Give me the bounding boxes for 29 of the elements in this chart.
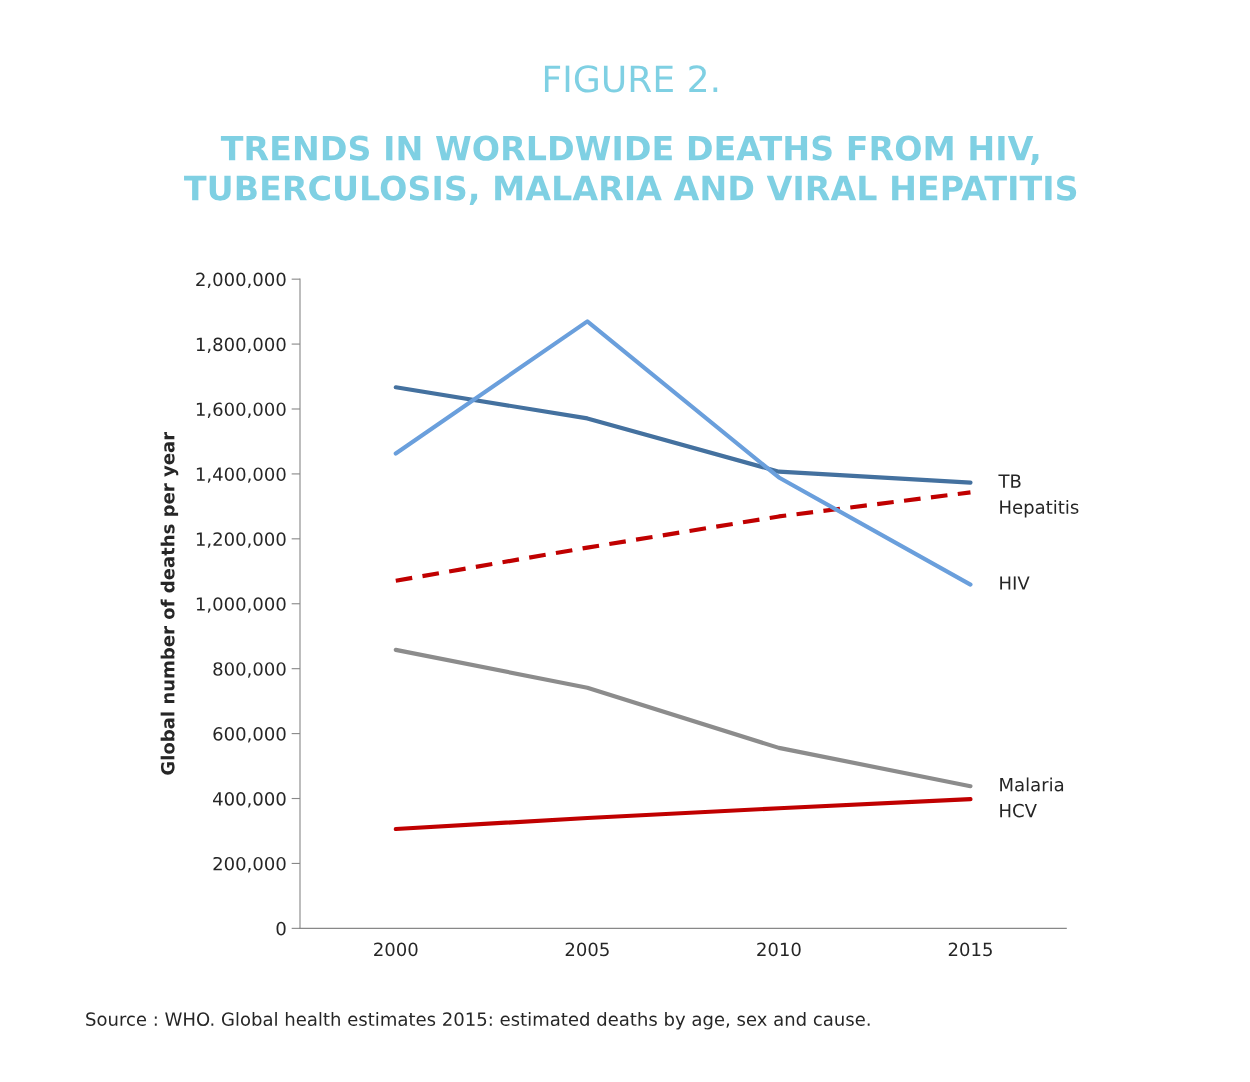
line-series bbox=[393, 797, 973, 832]
y-tick-label: 1,200,000 bbox=[196, 532, 286, 548]
y-tick-label: 400,000 bbox=[213, 791, 286, 808]
y-tick-label: 2,000,000 bbox=[196, 272, 286, 289]
chart-subtitle: TRENDS IN WORLDWIDE DEATHS FROM HIV, TUBERCULOSIS, MALARIA AND VIRAL HEPATITIS bbox=[184, 135, 1077, 205]
line-series bbox=[393, 319, 973, 587]
y-tick-label: 1,400,000 bbox=[196, 467, 286, 483]
line-series bbox=[393, 647, 973, 789]
series-label: Hepatitis bbox=[1000, 499, 1079, 518]
line-series bbox=[393, 490, 973, 583]
x-tick-label: 2010 bbox=[757, 942, 801, 957]
x-tick-label: 2000 bbox=[374, 942, 418, 957]
y-tick-label: 800,000 bbox=[213, 662, 286, 678]
line-series bbox=[393, 385, 973, 485]
series-label: TB bbox=[998, 474, 1021, 488]
series-label: HIV bbox=[1000, 576, 1030, 590]
series-label: HCV bbox=[1000, 803, 1037, 818]
y-tick-label: 200,000 bbox=[213, 856, 286, 873]
source-note: Source : WHO. Global health estimates 2015: estimated deaths by age, sex and cause. bbox=[86, 1012, 870, 1030]
x-tick-label: 2015 bbox=[948, 942, 992, 957]
chart-title: FIGURE 2. bbox=[544, 65, 718, 93]
y-tick-label: 1,800,000 bbox=[196, 337, 286, 354]
x-tick-label: 2005 bbox=[565, 942, 609, 957]
y-axis-title: Global number of deaths per year bbox=[160, 431, 179, 775]
series-label: Malaria bbox=[1000, 777, 1064, 792]
y-tick-label: 600,000 bbox=[213, 727, 286, 743]
y-tick-label: 1,000,000 bbox=[196, 597, 286, 613]
y-tick-label: 1,600,000 bbox=[196, 402, 286, 418]
y-tick-label: 0 bbox=[276, 921, 286, 936]
